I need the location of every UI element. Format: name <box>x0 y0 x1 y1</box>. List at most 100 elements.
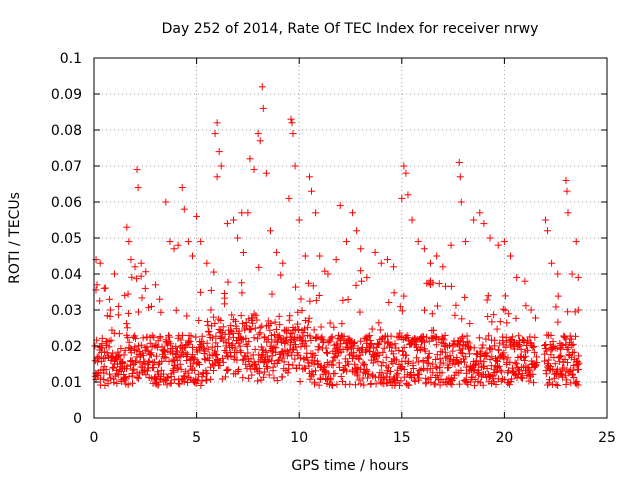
data-point-marker <box>193 360 201 368</box>
data-point-marker <box>570 348 578 356</box>
data-point-marker <box>146 350 154 358</box>
data-point-marker <box>368 340 376 348</box>
data-point-marker <box>286 312 294 320</box>
data-point-marker <box>295 216 303 224</box>
data-point-marker <box>274 356 282 364</box>
data-point-marker <box>517 373 525 381</box>
data-point-marker <box>484 313 492 321</box>
data-point-marker <box>285 194 293 202</box>
data-point-marker <box>413 354 421 362</box>
data-point-marker <box>432 356 440 364</box>
data-point-marker <box>506 358 514 366</box>
data-point-marker <box>375 319 383 327</box>
data-point-marker <box>423 333 431 341</box>
data-point-marker <box>275 312 283 320</box>
data-point-marker <box>435 280 443 288</box>
data-point-marker <box>93 370 101 378</box>
data-point-marker <box>280 350 288 358</box>
data-point-marker <box>532 360 540 368</box>
data-point-marker <box>415 367 423 375</box>
data-point-marker <box>202 369 210 377</box>
data-point-marker <box>479 363 487 371</box>
data-point-marker <box>429 279 437 287</box>
data-point-marker <box>522 352 530 360</box>
data-point-marker <box>308 368 316 376</box>
data-point-marker <box>450 374 458 382</box>
data-point-marker <box>457 349 465 357</box>
data-point-marker <box>115 352 123 360</box>
data-point-marker <box>385 364 393 372</box>
data-point-marker <box>463 338 471 346</box>
data-point-marker <box>374 358 382 366</box>
data-point-marker <box>244 209 252 217</box>
data-point-marker <box>470 216 478 224</box>
data-point-marker <box>139 352 147 360</box>
data-point-marker <box>404 191 412 199</box>
data-point-marker <box>436 355 444 363</box>
data-point-marker <box>512 360 520 368</box>
data-point-marker <box>557 352 565 360</box>
data-point-marker <box>493 357 501 365</box>
data-point-marker <box>232 322 240 330</box>
data-point-marker <box>452 301 460 309</box>
data-point-marker <box>395 347 403 355</box>
data-point-marker <box>323 349 331 357</box>
data-point-marker <box>496 318 504 326</box>
data-point-marker <box>441 331 449 339</box>
data-point-marker <box>511 359 519 367</box>
data-point-marker <box>234 368 242 376</box>
data-point-marker <box>306 297 314 305</box>
data-point-marker <box>238 289 246 297</box>
data-point-marker <box>480 358 488 366</box>
data-point-marker <box>297 343 305 351</box>
data-point-marker <box>366 339 374 347</box>
data-point-marker <box>493 325 501 333</box>
data-point-marker <box>431 334 439 342</box>
data-point-marker <box>457 198 465 206</box>
data-point-marker <box>315 381 323 389</box>
data-point-marker <box>316 252 324 260</box>
data-point-marker <box>127 256 135 264</box>
data-point-marker <box>123 362 131 370</box>
data-point-marker <box>508 333 516 341</box>
data-point-marker <box>130 365 138 373</box>
data-point-marker <box>285 316 293 324</box>
data-point-marker <box>564 344 572 352</box>
data-point-marker <box>136 353 144 361</box>
data-point-marker <box>184 238 192 246</box>
data-point-marker <box>340 332 348 340</box>
data-point-marker <box>385 298 393 306</box>
data-point-marker <box>572 332 580 340</box>
data-point-marker <box>458 334 466 342</box>
data-point-marker <box>572 238 580 246</box>
data-point-marker <box>433 302 441 310</box>
data-point-marker <box>503 319 511 327</box>
data-point-marker <box>527 306 535 314</box>
data-point-marker <box>379 359 387 367</box>
data-point-marker <box>239 356 247 364</box>
data-point-marker <box>355 376 363 384</box>
data-point-marker <box>241 352 249 360</box>
data-point-marker <box>300 325 308 333</box>
data-point-marker <box>427 259 435 267</box>
data-point-marker <box>160 354 168 362</box>
data-point-marker <box>273 377 281 385</box>
data-point-marker <box>388 341 396 349</box>
data-point-marker <box>554 270 562 278</box>
data-point-marker <box>238 320 246 328</box>
data-point-marker <box>553 344 561 352</box>
data-point-marker <box>170 245 178 253</box>
data-point-marker <box>221 373 229 381</box>
data-point-marker <box>203 370 211 378</box>
data-point-marker <box>339 296 347 304</box>
data-point-marker <box>174 347 182 355</box>
data-point-marker <box>97 374 105 382</box>
data-point-marker <box>417 343 425 351</box>
data-point-marker <box>547 331 555 339</box>
data-point-marker <box>265 371 273 379</box>
data-point-marker <box>327 334 335 342</box>
data-point-marker <box>554 318 562 326</box>
data-point-marker <box>246 155 254 163</box>
data-point-marker <box>180 372 188 380</box>
data-point-marker <box>96 297 104 305</box>
